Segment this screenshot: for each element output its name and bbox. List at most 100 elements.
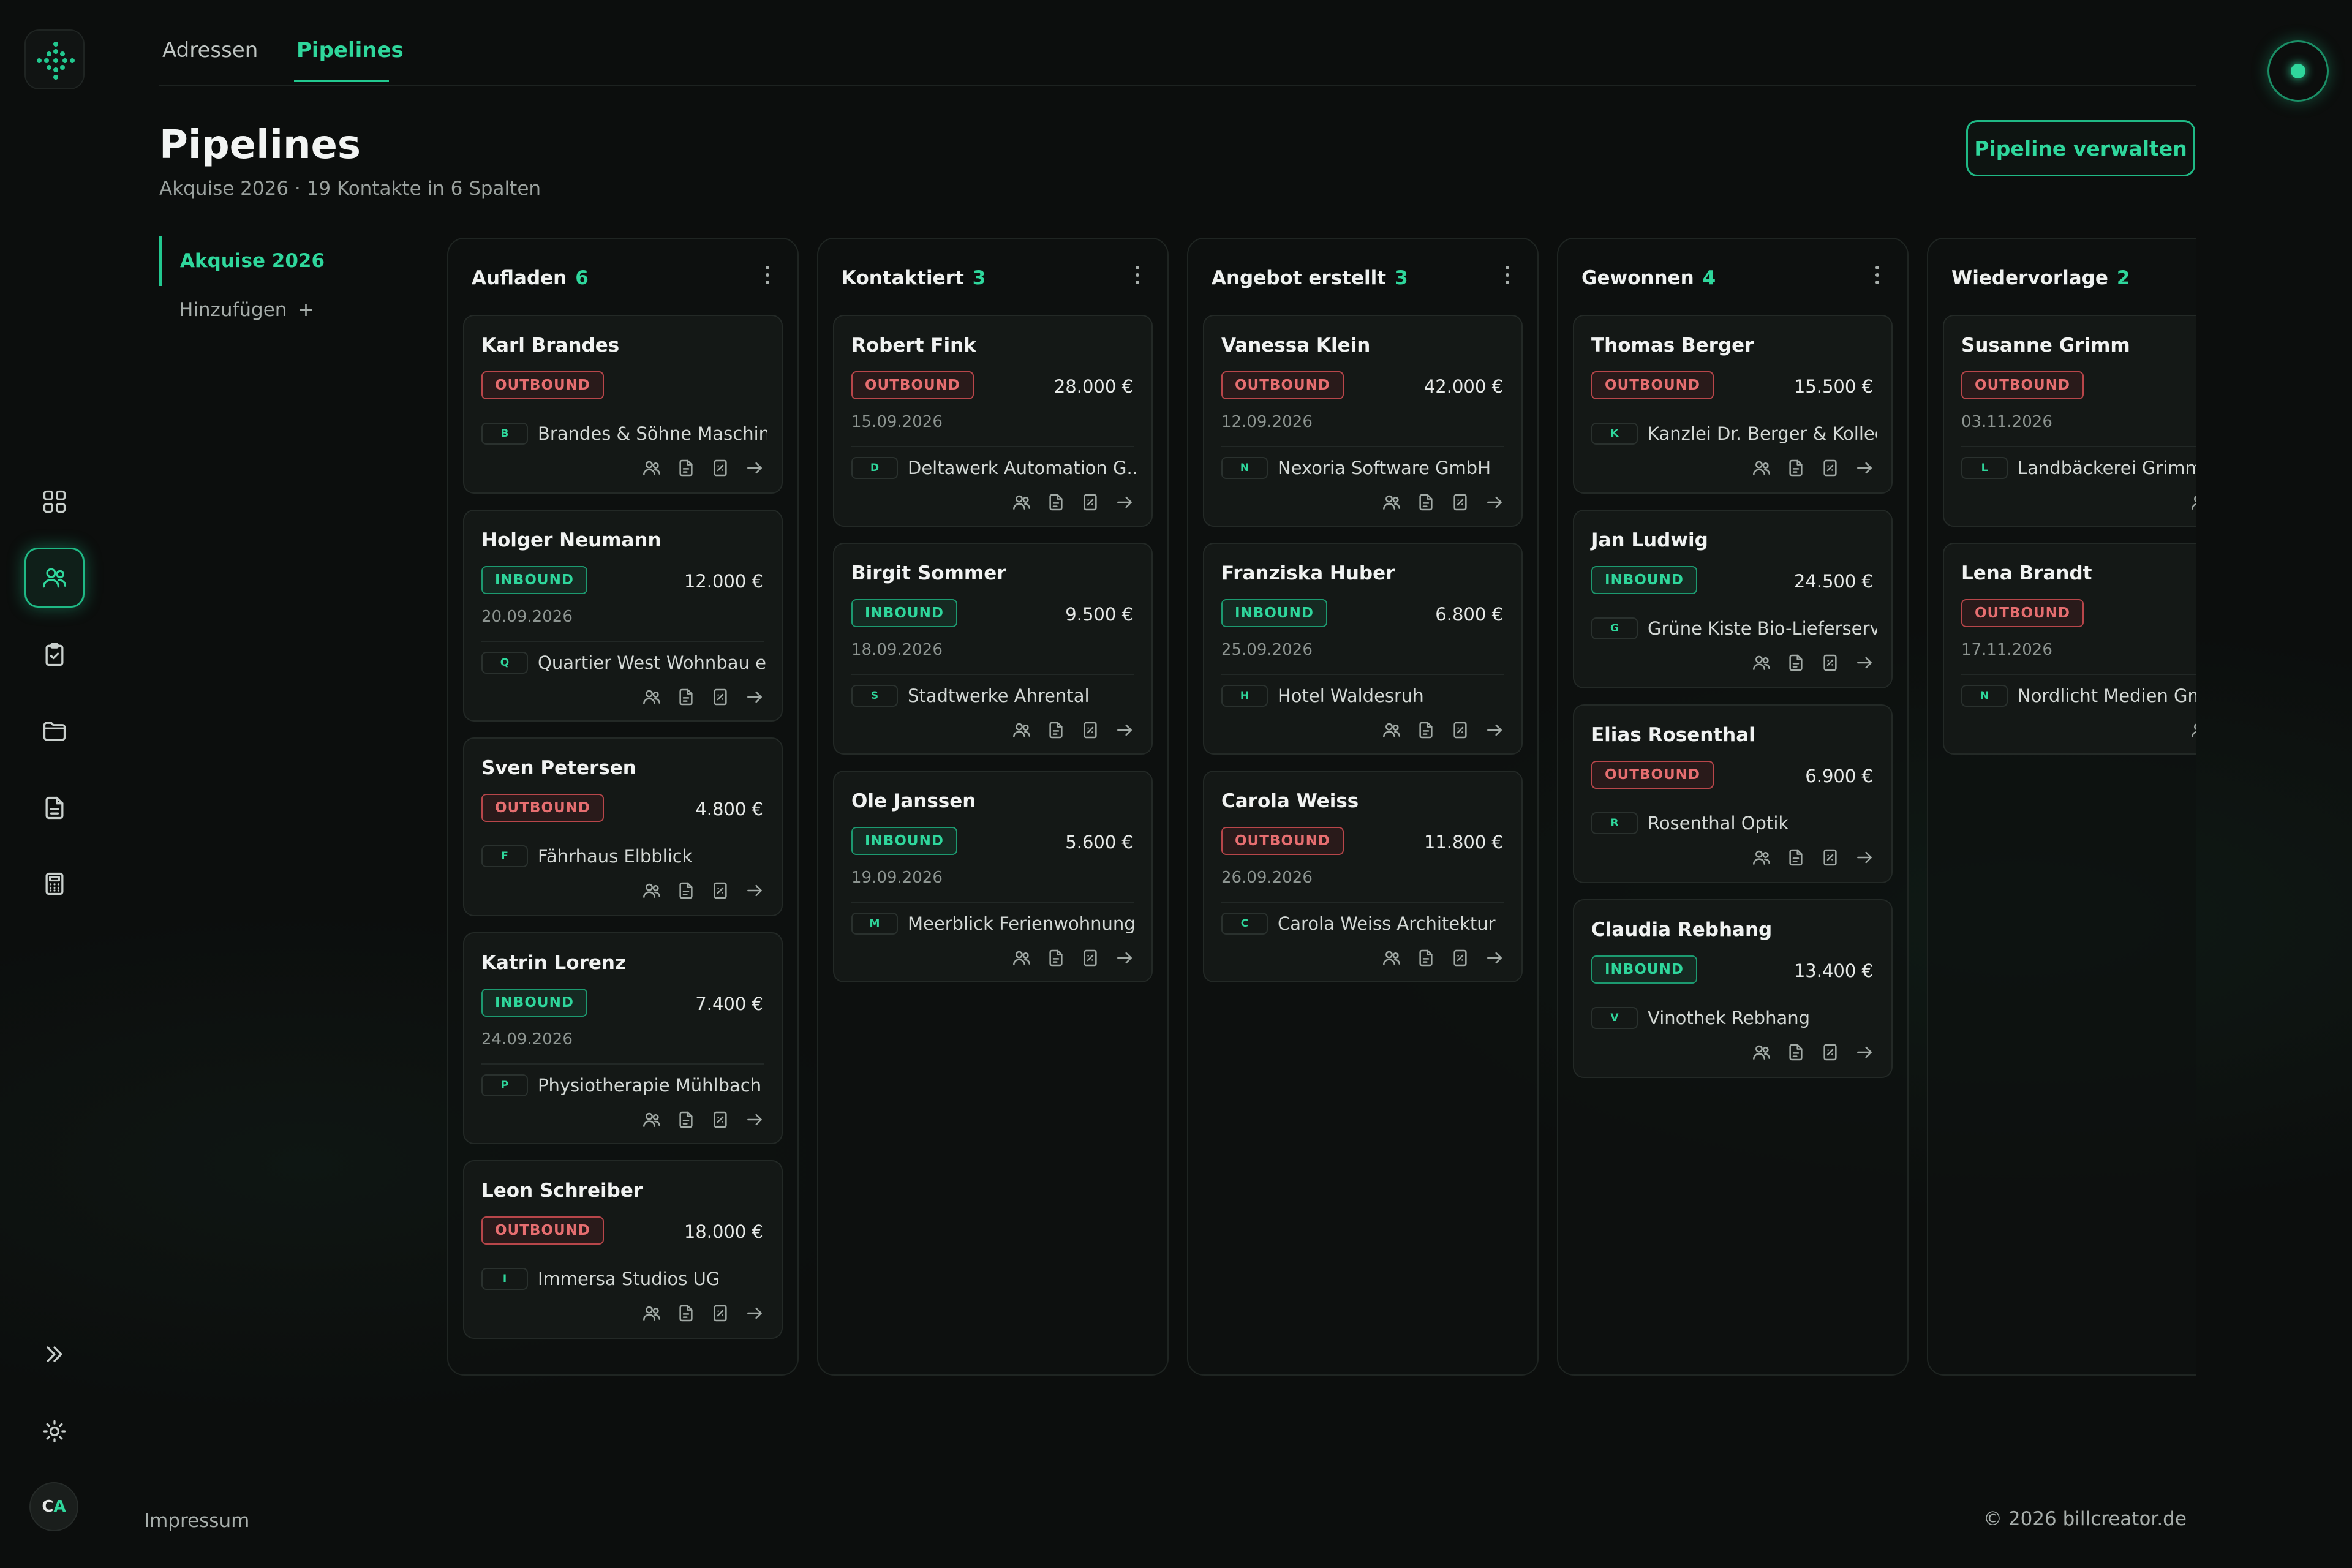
document-icon[interactable] <box>1786 848 1806 867</box>
nav-calculator[interactable] <box>24 854 85 914</box>
contact-card[interactable]: Birgit Sommer INBOUND 9.500 € 18.09.2026 S St… <box>833 543 1153 755</box>
contact-card[interactable]: Carola Weiss OUTBOUND 11.800 € 26.09.2026 C C… <box>1203 771 1523 982</box>
document-icon[interactable] <box>1786 653 1806 673</box>
document-icon[interactable] <box>676 881 696 900</box>
document-icon[interactable] <box>1046 492 1066 512</box>
tab-adressen[interactable]: Adressen <box>162 38 258 62</box>
arrow-right-icon[interactable] <box>1115 948 1134 968</box>
contact-card[interactable]: Holger Neumann INBOUND 12.000 € 20.09.2026 Q… <box>463 510 783 722</box>
company-link[interactable]: R Rosenthal Optik <box>1591 812 1877 834</box>
company-link[interactable]: B Brandes & Söhne Maschin... <box>481 423 767 445</box>
arrow-right-icon[interactable] <box>1855 848 1874 867</box>
company-link[interactable]: N Nexoria Software GmbH <box>1221 457 1507 479</box>
contact-card[interactable]: Franziska Huber INBOUND 6.800 € 25.09.2026 H… <box>1203 543 1523 755</box>
company-link[interactable]: H Hotel Waldesruh <box>1221 685 1507 707</box>
company-link[interactable]: D Deltawerk Automation G... <box>851 457 1137 479</box>
invoice-icon[interactable] <box>1080 948 1100 968</box>
company-link[interactable]: G Grüne Kiste Bio-Lieferserv... <box>1591 617 1877 639</box>
arrow-right-icon[interactable] <box>745 1110 764 1129</box>
invoice-icon[interactable] <box>710 881 730 900</box>
users-icon[interactable] <box>642 687 662 707</box>
users-icon[interactable] <box>1752 848 1771 867</box>
nav-tasks[interactable] <box>24 625 85 685</box>
contact-card[interactable]: Lena BrandtOUTBOUND1617.11.2026NNordlich… <box>1943 543 2196 755</box>
nav-contacts[interactable] <box>24 548 85 608</box>
contact-card[interactable]: Robert Fink OUTBOUND 28.000 € 15.09.2026 D De… <box>833 315 1153 527</box>
contact-card[interactable]: Vanessa Klein OUTBOUND 42.000 € 12.09.2026 N… <box>1203 315 1523 527</box>
users-icon[interactable] <box>642 881 662 900</box>
users-icon[interactable] <box>642 1303 662 1323</box>
arrow-right-icon[interactable] <box>1485 492 1504 512</box>
document-icon[interactable] <box>1046 948 1066 968</box>
users-icon[interactable] <box>2190 720 2196 740</box>
invoice-icon[interactable] <box>1820 653 1840 673</box>
column-menu-icon[interactable] <box>1136 266 1140 288</box>
users-icon[interactable] <box>1382 492 1401 512</box>
manage-pipeline-button[interactable]: Pipeline verwalten <box>1966 120 2195 176</box>
invoice-icon[interactable] <box>1820 1042 1840 1062</box>
column-menu-icon[interactable] <box>766 266 771 288</box>
document-icon[interactable] <box>1786 1042 1806 1062</box>
invoice-icon[interactable] <box>710 1110 730 1129</box>
contact-card[interactable]: Karl Brandes OUTBOUND B Brandes & Söhne Mas… <box>463 315 783 494</box>
company-link[interactable]: Q Quartier West Wohnbau eG <box>481 652 767 674</box>
users-icon[interactable] <box>1012 492 1031 512</box>
document-icon[interactable] <box>1046 720 1066 740</box>
contact-card[interactable]: Leon Schreiber OUTBOUND 18.000 € I Immersa S… <box>463 1160 783 1339</box>
users-icon[interactable] <box>642 458 662 478</box>
invoice-icon[interactable] <box>1080 492 1100 512</box>
nav-documents[interactable] <box>24 778 85 838</box>
contact-card[interactable]: Jan Ludwig INBOUND 24.500 € G Grüne Kiste Bi… <box>1573 510 1893 688</box>
theme-toggle-button[interactable] <box>24 1401 85 1461</box>
contact-card[interactable]: Katrin Lorenz INBOUND 7.400 € 24.09.2026 P Ph… <box>463 932 783 1144</box>
document-icon[interactable] <box>676 1110 696 1129</box>
column-menu-icon[interactable] <box>1875 266 1880 288</box>
company-link[interactable]: L Landbäckerei Grimm <box>1961 457 2196 479</box>
arrow-right-icon[interactable] <box>1855 1042 1874 1062</box>
company-link[interactable]: K Kanzlei Dr. Berger & Kolleg... <box>1591 423 1877 445</box>
users-icon[interactable] <box>2190 492 2196 512</box>
arrow-right-icon[interactable] <box>1115 492 1134 512</box>
arrow-right-icon[interactable] <box>745 458 764 478</box>
arrow-right-icon[interactable] <box>745 881 764 900</box>
company-link[interactable]: P Physiotherapie Mühlbach <box>481 1074 767 1096</box>
users-icon[interactable] <box>1012 948 1031 968</box>
invoice-icon[interactable] <box>1820 848 1840 867</box>
contact-card[interactable]: Thomas Berger OUTBOUND 15.500 € K Kanzlei Dr… <box>1573 315 1893 494</box>
tab-pipelines[interactable]: Pipelines <box>296 38 404 62</box>
invoice-icon[interactable] <box>710 687 730 707</box>
logo-icon[interactable] <box>24 29 85 89</box>
users-icon[interactable] <box>1752 653 1771 673</box>
arrow-right-icon[interactable] <box>1115 720 1134 740</box>
document-icon[interactable] <box>676 687 696 707</box>
document-icon[interactable] <box>1416 720 1436 740</box>
arrow-right-icon[interactable] <box>1485 720 1504 740</box>
users-icon[interactable] <box>1012 720 1031 740</box>
company-link[interactable]: F Fährhaus Elbblick <box>481 845 767 867</box>
company-link[interactable]: M Meerblick Ferienwohnung... <box>851 913 1137 935</box>
document-icon[interactable] <box>676 1303 696 1323</box>
contact-card[interactable]: Elias Rosenthal OUTBOUND 6.900 € R Rosenthal… <box>1573 704 1893 883</box>
invoice-icon[interactable] <box>1080 720 1100 740</box>
company-link[interactable]: I Immersa Studios UG <box>481 1268 767 1290</box>
arrow-right-icon[interactable] <box>745 687 764 707</box>
document-icon[interactable] <box>1416 948 1436 968</box>
company-link[interactable]: S Stadtwerke Ahrental <box>851 685 1137 707</box>
document-icon[interactable] <box>676 458 696 478</box>
invoice-icon[interactable] <box>710 458 730 478</box>
arrow-right-icon[interactable] <box>1855 653 1874 673</box>
pipeline-item-akquise[interactable]: Akquise 2026 <box>159 236 404 286</box>
column-menu-icon[interactable] <box>1506 266 1510 288</box>
invoice-icon[interactable] <box>1820 458 1840 478</box>
users-icon[interactable] <box>1382 720 1401 740</box>
document-icon[interactable] <box>1786 458 1806 478</box>
users-icon[interactable] <box>1382 948 1401 968</box>
impressum-link[interactable]: Impressum <box>144 1510 250 1532</box>
arrow-right-icon[interactable] <box>745 1303 764 1323</box>
add-pipeline-button[interactable]: Hinzufügen + <box>179 299 314 321</box>
company-link[interactable]: V Vinothek Rebhang <box>1591 1007 1877 1029</box>
invoice-icon[interactable] <box>1450 948 1470 968</box>
invoice-icon[interactable] <box>1450 720 1470 740</box>
status-indicator[interactable] <box>2267 40 2329 102</box>
